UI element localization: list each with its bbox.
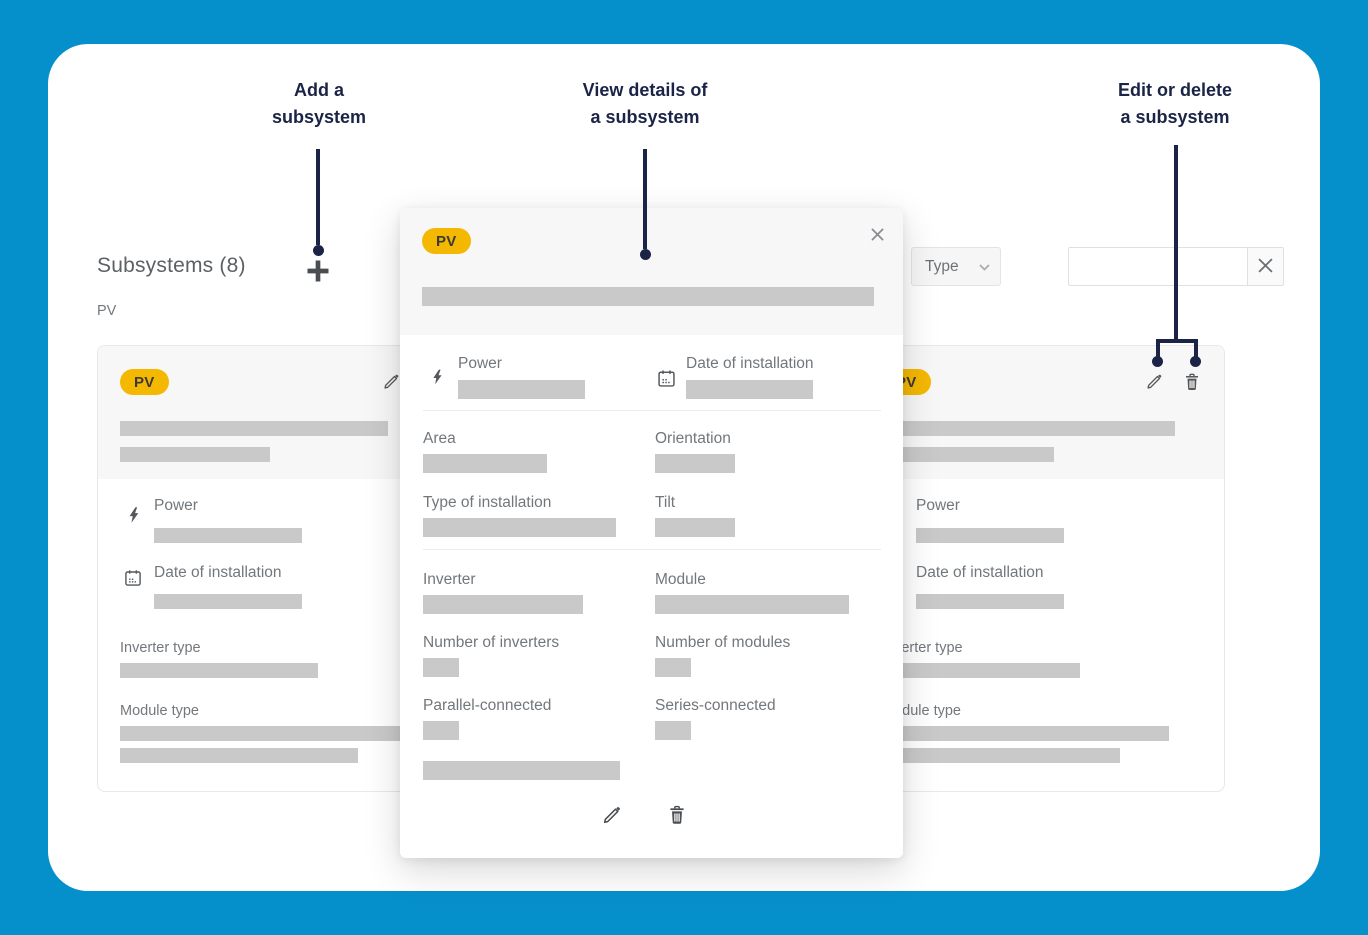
plus-icon	[304, 260, 332, 288]
placeholder-bar	[154, 528, 302, 543]
pointer-dot	[1190, 356, 1201, 367]
search-box	[1068, 247, 1284, 286]
trash-icon	[666, 805, 688, 829]
inverter-type-label: Inverter type	[120, 640, 201, 656]
subsystem-details-modal: PV Power Date of installation Area Orien…	[400, 208, 903, 858]
pointer-dot	[313, 245, 324, 256]
clear-search-button[interactable]	[1248, 247, 1284, 286]
placeholder-bar	[120, 748, 358, 763]
annotation-edit-delete: Edit or delete a subsystem	[1117, 80, 1233, 127]
bolt-icon	[125, 504, 144, 526]
placeholder-bar	[423, 518, 616, 537]
placeholder-bar	[120, 421, 388, 436]
placeholder-bar	[916, 528, 1064, 543]
subsystem-card[interactable]: PV Power Date	[859, 345, 1225, 792]
placeholder-bar	[655, 721, 691, 740]
placeholder-bar	[882, 663, 1080, 678]
modal-header: PV	[400, 208, 903, 335]
add-subsystem-button[interactable]	[303, 257, 333, 287]
placeholder-bar	[154, 594, 302, 609]
placeholder-bar	[120, 447, 270, 462]
date-of-installation-label: Date of installation	[154, 564, 282, 581]
placeholder-bar	[120, 726, 407, 741]
placeholder-bar	[655, 454, 735, 473]
placeholder-bar	[655, 518, 735, 537]
edit-subsystem-button[interactable]	[1144, 372, 1164, 392]
placeholder-bar	[655, 658, 691, 677]
placeholder-bar	[422, 287, 874, 306]
placeholder-bar	[458, 380, 585, 399]
placeholder-bar	[882, 421, 1175, 436]
pencil-icon	[381, 374, 401, 395]
divider	[423, 549, 881, 550]
close-icon	[871, 228, 884, 244]
chevron-down-icon	[979, 258, 990, 276]
edit-subsystem-button[interactable]	[381, 372, 401, 392]
pv-badge: PV	[120, 369, 169, 395]
edit-subsystem-button[interactable]	[600, 804, 623, 827]
parallel-connected-label: Parallel-connected	[423, 697, 552, 714]
date-of-installation-label: Date of installation	[916, 564, 1044, 581]
close-modal-button[interactable]	[866, 223, 888, 245]
pointer-line	[643, 149, 647, 249]
placeholder-bar	[423, 721, 459, 740]
placeholder-bar	[423, 595, 583, 614]
calendar-icon	[123, 568, 143, 588]
placeholder-bar	[882, 748, 1120, 763]
pointer-dot	[1152, 356, 1163, 367]
power-label: Power	[154, 497, 198, 514]
number-of-inverters-label: Number of inverters	[423, 634, 560, 651]
type-filter-dropdown[interactable]: Type	[911, 247, 1001, 286]
page-title: Subsystems (8)	[97, 254, 246, 277]
placeholder-bar	[686, 380, 813, 399]
module-type-label: Module type	[120, 703, 199, 719]
area-label: Area	[423, 430, 456, 447]
placeholder-bar	[120, 663, 318, 678]
pv-badge: PV	[422, 228, 471, 254]
type-filter-label: Type	[925, 257, 959, 275]
placeholder-bar	[423, 454, 547, 473]
divider	[423, 410, 881, 411]
placeholder-bar	[882, 726, 1169, 741]
annotation-add-subsystem: Add a subsystem	[271, 80, 367, 127]
type-of-installation-label: Type of installation	[423, 494, 552, 511]
trash-icon	[1182, 373, 1202, 395]
placeholder-bar	[882, 447, 1054, 462]
placeholder-bar	[423, 658, 459, 677]
bolt-icon	[429, 366, 447, 388]
calendar-icon	[656, 368, 677, 389]
pointer-line	[316, 149, 320, 245]
placeholder-bar	[916, 594, 1064, 609]
series-connected-label: Series-connected	[655, 697, 776, 714]
date-of-installation-label: Date of installation	[686, 355, 814, 372]
number-of-modules-label: Number of modules	[655, 634, 791, 651]
orientation-label: Orientation	[655, 430, 731, 447]
card-header: PV	[860, 346, 1224, 479]
group-label: PV	[97, 303, 117, 319]
pointer-line	[1174, 145, 1178, 343]
search-input[interactable]	[1068, 247, 1248, 286]
module-label: Module	[655, 571, 706, 588]
close-icon	[1258, 258, 1273, 276]
delete-subsystem-button[interactable]	[1182, 372, 1202, 392]
pointer-line	[1156, 339, 1160, 358]
inverter-label: Inverter	[423, 571, 476, 588]
placeholder-bar	[655, 595, 849, 614]
pencil-icon	[600, 807, 623, 830]
power-label: Power	[916, 497, 960, 514]
delete-subsystem-button[interactable]	[666, 804, 688, 826]
annotation-view-details: View details of a subsystem	[582, 80, 708, 127]
placeholder-bar	[423, 761, 620, 780]
power-label: Power	[458, 355, 502, 372]
pencil-icon	[1144, 374, 1164, 395]
pointer-line	[1194, 339, 1198, 358]
pointer-bracket	[1156, 339, 1198, 343]
pointer-dot	[640, 249, 651, 260]
tilt-label: Tilt	[655, 494, 676, 511]
